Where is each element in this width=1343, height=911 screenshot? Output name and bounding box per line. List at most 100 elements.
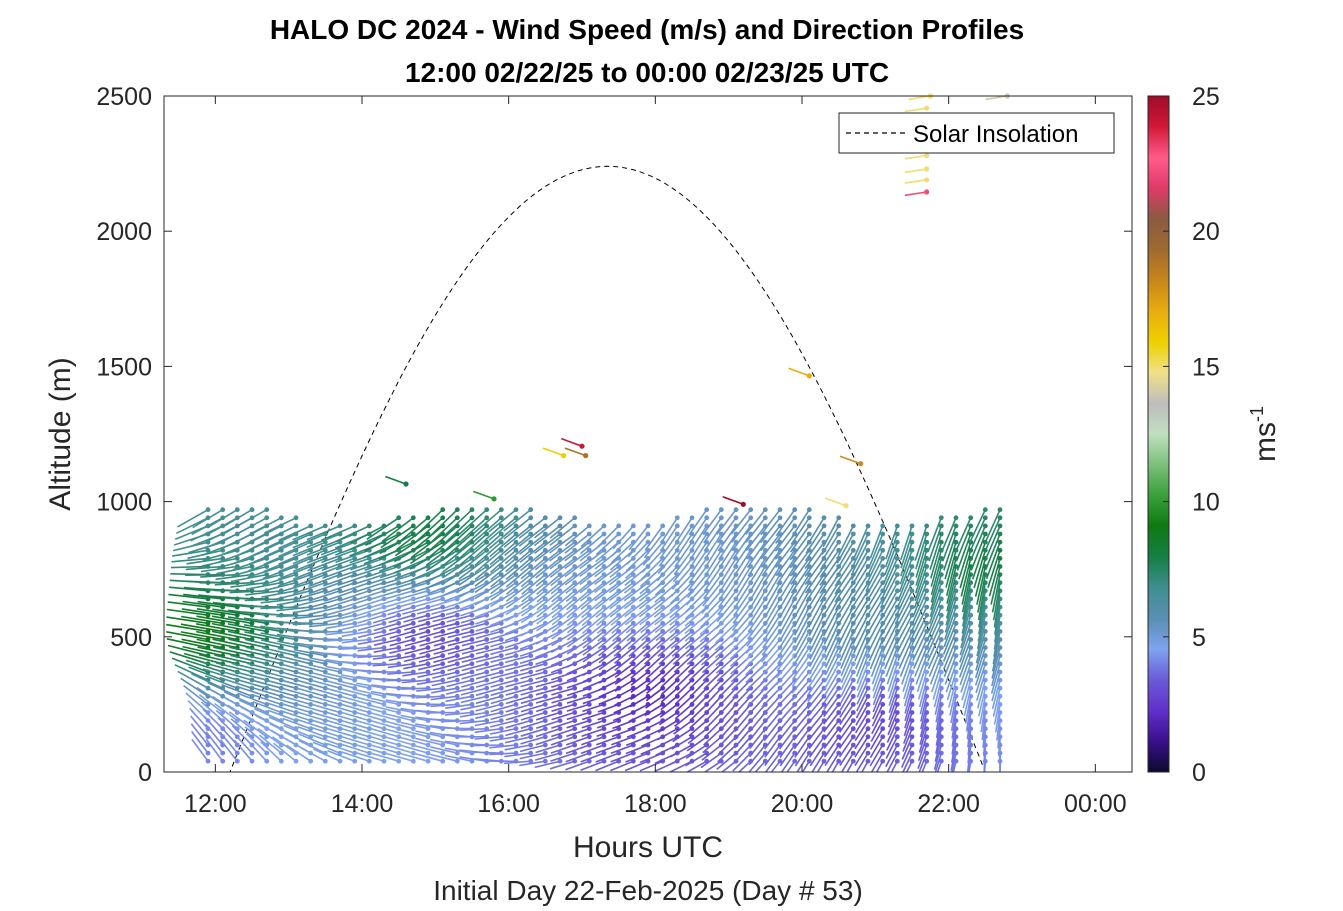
wind-vector-shaft [171, 657, 209, 673]
wind-vector-head [293, 645, 299, 650]
wind-vector-shaft [219, 676, 253, 689]
wind-vector-head [880, 726, 886, 732]
wind-vector-head [454, 596, 460, 602]
wind-vector-shaft [292, 541, 326, 557]
wind-vector-head [806, 758, 812, 764]
wind-vector-shaft [400, 752, 429, 762]
wind-vector-shaft [198, 653, 238, 665]
wind-vector-head [660, 523, 666, 529]
wind-vector-head [542, 726, 548, 732]
wind-vector-shaft [253, 707, 282, 722]
wind-vector-shaft [293, 573, 326, 588]
wind-vector-shaft [324, 598, 355, 610]
wind-vector-shaft [212, 638, 253, 649]
wind-vector-shaft [379, 533, 414, 555]
wind-vector-head [469, 515, 475, 521]
wind-vector-head [836, 515, 842, 521]
wind-vector-shaft [341, 735, 370, 746]
wind-vector-shaft [324, 590, 355, 602]
wind-vector-head [513, 726, 519, 732]
wind-vector [387, 669, 416, 675]
wind-vector [311, 719, 343, 732]
wind-vector-head [293, 580, 299, 586]
wind-vector-shaft [370, 752, 399, 762]
wind-vector-head [850, 758, 856, 764]
wind-vector-head [484, 710, 490, 715]
wind-vector [370, 736, 402, 748]
wind-vector [400, 752, 431, 764]
wind-vector-head [850, 718, 856, 723]
wind-vector-head [366, 637, 372, 642]
wind-vector-shaft [431, 606, 458, 615]
wind-vector-shaft [276, 606, 311, 612]
wind-vector [416, 685, 446, 692]
wind-vector-head [454, 758, 460, 764]
wind-vector-head [410, 734, 416, 740]
wind-vector-head [381, 645, 387, 650]
wind-vector-head [425, 750, 431, 756]
wind-vector-shaft [367, 581, 399, 593]
wind-vector-head [366, 620, 372, 626]
wind-vector-head [440, 620, 446, 626]
wind-vector-shaft [357, 646, 385, 652]
wind-vector-shaft [279, 679, 311, 689]
wind-vector-shaft [306, 549, 341, 564]
wind-vector [433, 653, 460, 664]
wind-vector-shaft [403, 663, 429, 670]
wind-vector [260, 741, 284, 764]
wind-vector [313, 748, 343, 764]
wind-vector [373, 637, 402, 646]
wind-vector-head [557, 718, 563, 723]
wind-vector-shaft [181, 608, 223, 616]
wind-vector-head [410, 750, 416, 756]
wind-vector [310, 671, 343, 683]
wind-vector [321, 547, 358, 564]
wind-vector-head [498, 726, 504, 732]
wind-vector-head [396, 629, 402, 634]
wind-vector-shaft [356, 711, 385, 722]
wind-vector [370, 704, 402, 715]
wind-vector-head [425, 629, 431, 634]
wind-vector-head [425, 661, 431, 667]
wind-vector-shaft [350, 525, 385, 544]
wind-vector-head [264, 564, 270, 569]
wind-vector-head [498, 645, 504, 650]
wind-vector-shaft [433, 638, 458, 647]
wind-vector-head [484, 629, 490, 634]
wind-vector-shaft [382, 581, 414, 593]
wind-vector-shaft [238, 699, 268, 714]
wind-vector [431, 685, 460, 694]
wind-vector-head [440, 596, 446, 602]
wind-vector-shaft [444, 747, 473, 754]
wind-vector-head [410, 645, 416, 650]
wind-vector-head [396, 710, 402, 715]
wind-vector-shaft [219, 739, 238, 762]
wind-vector-shaft [370, 704, 399, 714]
wind-vector-head [528, 710, 534, 715]
wind-vector-head [440, 653, 446, 659]
wind-vector-shaft [292, 590, 326, 601]
wind-vector [191, 731, 211, 756]
wind-vector-shaft [370, 720, 399, 730]
wind-vector-head [308, 693, 314, 699]
wind-vector-shaft [335, 549, 370, 564]
wind-vector-head [880, 547, 886, 553]
wind-vector-shaft [336, 565, 370, 579]
wind-vector-head [308, 710, 314, 715]
wind-vector-shaft [292, 614, 326, 620]
wind-vector-shaft [410, 565, 444, 582]
wind-vector-head [718, 507, 724, 513]
wind-vector-shaft [400, 598, 429, 608]
wind-vector-shaft [167, 644, 209, 657]
wind-vector [325, 687, 358, 699]
wind-vector-shaft [381, 573, 414, 586]
wind-vector-shaft [296, 718, 326, 730]
wind-vector-head [264, 507, 270, 513]
wind-vector-head [528, 742, 534, 748]
wind-vector-head [366, 742, 372, 748]
wind-vector-shaft [325, 687, 355, 698]
wind-vector-shaft [400, 744, 429, 754]
wind-vector-shaft [223, 690, 253, 706]
wind-vector-shaft [167, 601, 209, 608]
wind-vector-shaft [206, 509, 238, 529]
